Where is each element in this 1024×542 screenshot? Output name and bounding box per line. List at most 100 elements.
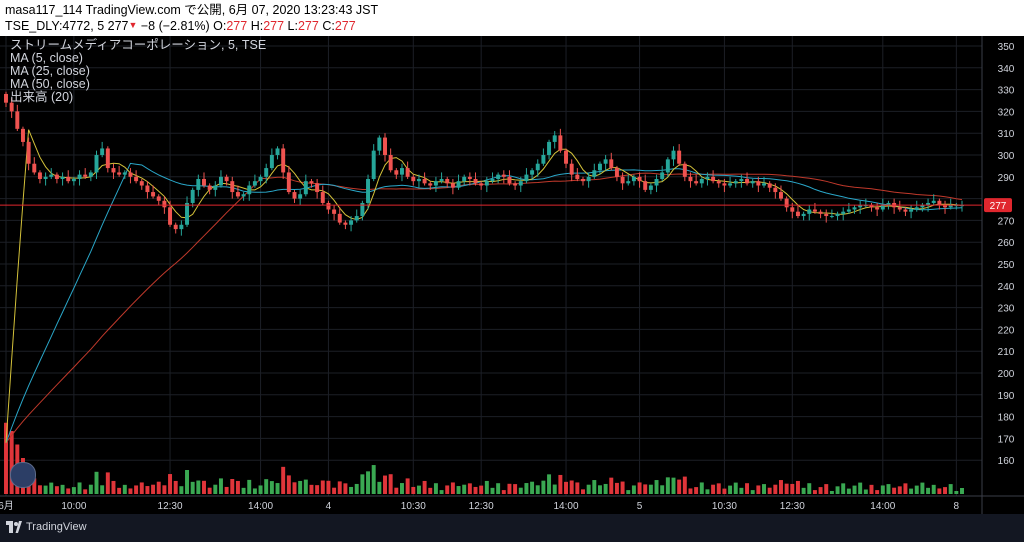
volume-bar	[462, 484, 467, 494]
y-tick-label: 310	[998, 129, 1015, 140]
candle-body	[258, 176, 263, 182]
price-chart[interactable]: 277 350 340 330 320 310 300 290 270 260 250 240 230 2…	[0, 36, 1024, 514]
candle-body	[824, 213, 829, 217]
y-tick-label: 220	[998, 325, 1015, 336]
candle-body	[218, 176, 223, 186]
candle-body	[479, 183, 484, 186]
candle-body	[524, 174, 529, 182]
volume-bar	[235, 480, 240, 494]
candle-body	[332, 209, 337, 214]
candle-body	[456, 181, 461, 188]
candle-body	[49, 174, 54, 177]
go-to-realtime-button[interactable]	[10, 462, 36, 488]
candle-body	[779, 192, 783, 199]
volume-bar	[185, 470, 189, 494]
candle-body	[581, 178, 585, 182]
candle-body	[383, 137, 387, 155]
candle-body	[4, 93, 8, 103]
candle-body	[756, 181, 761, 186]
y-tick-label: 240	[998, 282, 1015, 293]
volume-bar	[756, 485, 761, 494]
volume-bar	[875, 490, 880, 494]
legend-ma25[interactable]: MA (25, close)	[10, 64, 90, 78]
candle-body	[784, 198, 789, 208]
volume-bar	[671, 477, 676, 494]
candle-body	[626, 181, 631, 184]
candle-body	[530, 170, 535, 175]
volume-bar	[473, 486, 478, 494]
candle-body	[643, 181, 648, 190]
candle-body	[586, 176, 591, 182]
indicator-legend: ストリームメディアコーポレーション, 5, TSE MA (5, close) …	[10, 39, 266, 104]
volume-bar	[812, 490, 817, 494]
volume-bar	[937, 488, 942, 494]
volume-bar	[399, 483, 404, 494]
volume-bar	[609, 477, 614, 494]
candle-body	[682, 163, 687, 177]
candle-body	[37, 172, 42, 179]
change-value: −8 (−2.81%)	[140, 19, 210, 33]
candle-body	[213, 185, 218, 190]
volume-bar	[592, 480, 597, 494]
candle-body	[620, 176, 625, 184]
volume-bar	[439, 490, 444, 494]
volume-bar	[614, 482, 619, 494]
candle-body	[869, 205, 874, 208]
volume-bar	[94, 471, 99, 494]
volume-bar	[886, 484, 891, 494]
volume-bar	[694, 487, 699, 494]
legend-ma50[interactable]: MA (50, close)	[10, 77, 90, 91]
volume-bar	[224, 486, 229, 494]
candle-body	[428, 183, 433, 186]
volume-bar	[151, 484, 156, 494]
candle-body	[484, 181, 489, 186]
publish-info: masa117_114 TradingView.com で公開, 6月 07, …	[5, 3, 379, 17]
candle-body	[728, 183, 733, 186]
volume-bar	[637, 482, 642, 494]
candle-body	[818, 211, 823, 214]
candle-body	[309, 181, 314, 184]
candle-body	[677, 150, 682, 164]
volume-bar	[569, 480, 574, 494]
candle-body	[168, 207, 173, 225]
volume-bar	[196, 480, 201, 494]
candle-body	[32, 163, 37, 173]
volume-bar	[269, 481, 274, 494]
volume-bar	[846, 488, 851, 494]
y-tick-label: 340	[998, 64, 1015, 75]
candle-body	[654, 178, 659, 186]
candle-body	[750, 181, 755, 184]
y-tick-label: 300	[998, 151, 1015, 162]
x-tick-label: 5	[637, 501, 643, 512]
volume-bar	[762, 484, 766, 494]
volume-bar	[433, 483, 438, 494]
candle-body	[66, 176, 71, 182]
candle-body	[252, 181, 257, 186]
candle-body	[303, 181, 308, 195]
candle-body	[162, 200, 167, 208]
legend-volume[interactable]: 出来高 (20)	[10, 90, 74, 104]
volume-bar	[77, 482, 82, 494]
candle-body	[360, 202, 365, 217]
ohlc-line: TSE_DLY:4772, 5 277▼ −8 (−2.81%) O:277 H…	[5, 18, 356, 34]
candle-body	[801, 213, 806, 217]
x-tick-label: 14:00	[870, 501, 895, 512]
volume-bar	[479, 485, 484, 494]
current-price-label: 277	[990, 201, 1007, 212]
volume-bar	[360, 474, 365, 494]
tradingview-logo[interactable]: TradingView	[6, 521, 87, 533]
y-tick-label: 170	[998, 434, 1015, 445]
candle-body	[501, 174, 506, 177]
volume-bar	[337, 481, 342, 494]
candle-body	[496, 174, 501, 179]
volume-bar	[394, 487, 399, 494]
volume-bar	[620, 481, 625, 494]
candle-body	[931, 200, 936, 203]
legend-ma5[interactable]: MA (5, close)	[10, 51, 83, 65]
volume-bar	[122, 484, 127, 494]
volume-bar	[467, 483, 472, 494]
volume-bar	[597, 485, 602, 494]
volume-bar	[575, 482, 580, 494]
volume-bar	[105, 472, 110, 494]
